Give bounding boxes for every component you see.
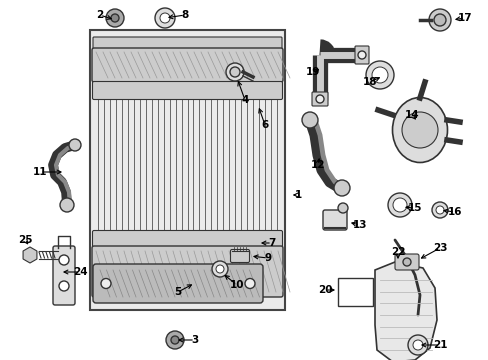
Text: 9: 9 (264, 253, 271, 263)
Circle shape (315, 95, 324, 103)
Circle shape (216, 265, 224, 273)
Circle shape (407, 335, 427, 355)
Circle shape (60, 198, 74, 212)
Text: 1: 1 (294, 190, 301, 200)
Text: 19: 19 (305, 67, 320, 77)
Text: 5: 5 (174, 287, 181, 297)
Circle shape (106, 9, 124, 27)
Circle shape (160, 13, 170, 23)
Circle shape (412, 340, 422, 350)
Circle shape (212, 261, 227, 277)
Circle shape (387, 193, 411, 217)
Circle shape (59, 255, 69, 265)
FancyBboxPatch shape (354, 46, 368, 64)
Text: 12: 12 (310, 160, 325, 170)
FancyBboxPatch shape (92, 81, 282, 99)
Text: 20: 20 (317, 285, 331, 295)
FancyBboxPatch shape (230, 249, 249, 262)
FancyBboxPatch shape (53, 246, 75, 305)
Circle shape (302, 112, 317, 128)
Text: 14: 14 (404, 110, 418, 120)
Text: 18: 18 (362, 77, 376, 87)
Text: 15: 15 (407, 203, 421, 213)
Circle shape (433, 14, 445, 26)
FancyBboxPatch shape (92, 48, 283, 82)
Text: 6: 6 (261, 120, 268, 130)
Text: 17: 17 (457, 13, 471, 23)
Circle shape (69, 139, 81, 151)
Circle shape (111, 14, 119, 22)
Circle shape (431, 202, 447, 218)
Circle shape (59, 281, 69, 291)
Circle shape (402, 258, 410, 266)
FancyBboxPatch shape (92, 246, 283, 297)
FancyBboxPatch shape (323, 210, 346, 230)
FancyBboxPatch shape (311, 92, 327, 106)
FancyBboxPatch shape (394, 254, 418, 270)
Circle shape (229, 67, 240, 77)
Circle shape (333, 180, 349, 196)
Text: 25: 25 (18, 235, 32, 245)
Text: 11: 11 (33, 167, 47, 177)
FancyBboxPatch shape (92, 230, 282, 248)
Polygon shape (374, 262, 436, 360)
Circle shape (365, 61, 393, 89)
Circle shape (435, 206, 443, 214)
Circle shape (244, 279, 254, 288)
FancyBboxPatch shape (93, 264, 263, 303)
Text: 23: 23 (432, 243, 447, 253)
Circle shape (171, 336, 179, 344)
Text: 16: 16 (447, 207, 461, 217)
Text: 10: 10 (229, 280, 244, 290)
Circle shape (225, 63, 244, 81)
Circle shape (428, 9, 450, 31)
Text: 8: 8 (181, 10, 188, 20)
Circle shape (165, 331, 183, 349)
Circle shape (101, 279, 111, 288)
Text: 3: 3 (191, 335, 198, 345)
Text: 7: 7 (268, 238, 275, 248)
Circle shape (371, 67, 387, 83)
Circle shape (357, 51, 365, 59)
Text: 24: 24 (73, 267, 87, 277)
Text: 4: 4 (241, 95, 248, 105)
Bar (337, 278, 372, 306)
Circle shape (155, 8, 175, 28)
Bar (90, 30, 285, 310)
FancyBboxPatch shape (93, 37, 282, 49)
Circle shape (337, 203, 347, 213)
Text: 22: 22 (390, 247, 405, 257)
Text: 21: 21 (432, 340, 447, 350)
Text: 13: 13 (352, 220, 366, 230)
Circle shape (401, 112, 437, 148)
Circle shape (392, 198, 406, 212)
Ellipse shape (392, 98, 447, 162)
Text: 2: 2 (96, 10, 103, 20)
